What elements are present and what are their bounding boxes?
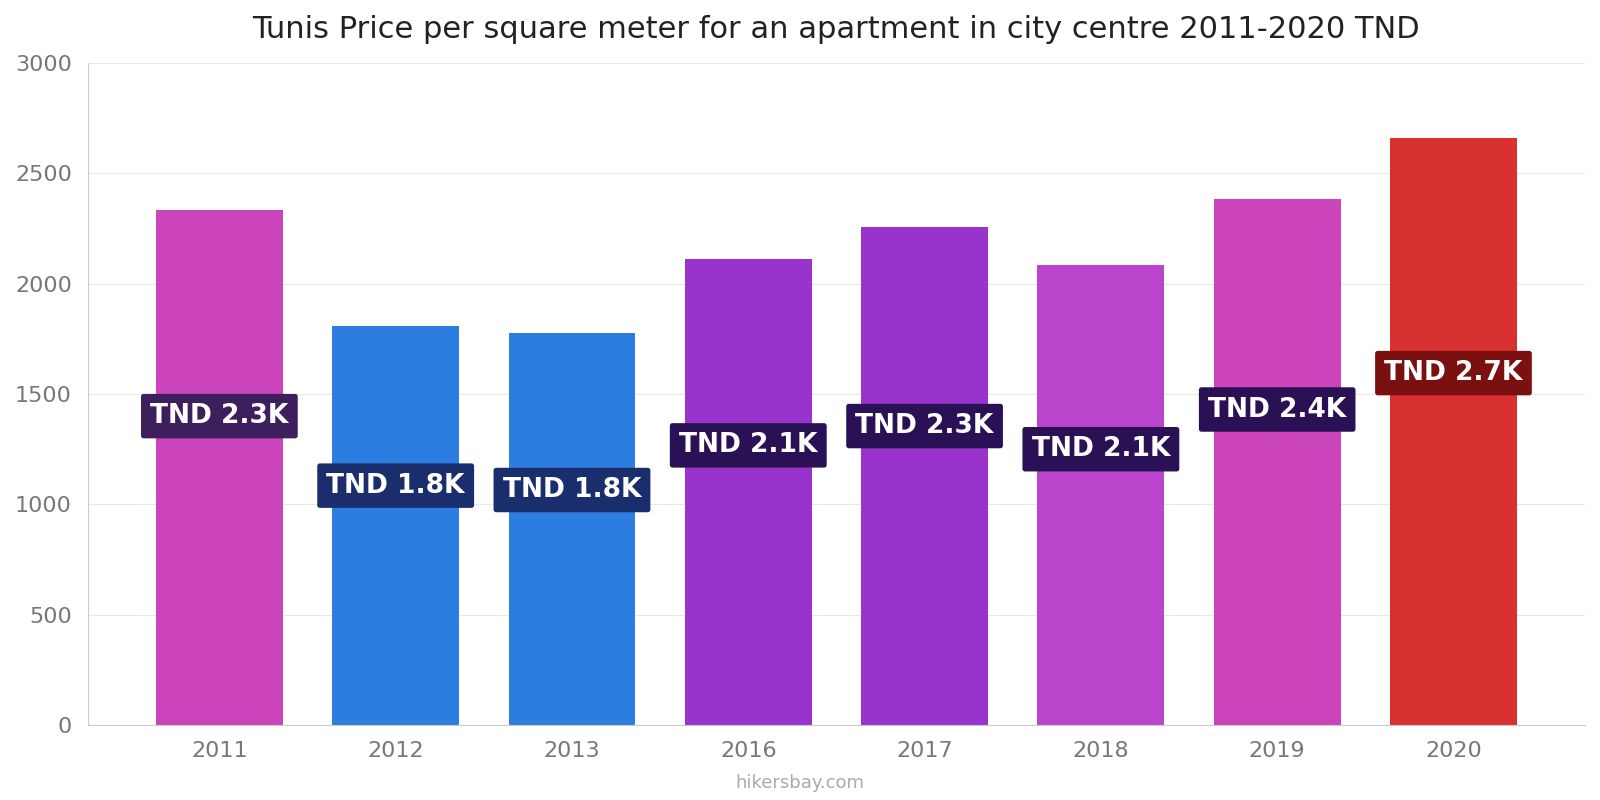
- Bar: [1037, 266, 1165, 725]
- Bar: [1214, 199, 1341, 725]
- Text: TND 1.8K: TND 1.8K: [502, 477, 642, 503]
- Text: TND 2.1K: TND 2.1K: [1032, 436, 1170, 462]
- Bar: [155, 210, 283, 725]
- Bar: [1390, 138, 1517, 725]
- Bar: [861, 226, 989, 725]
- Text: TND 2.1K: TND 2.1K: [678, 432, 818, 458]
- Title: Tunis Price per square meter for an apartment in city centre 2011-2020 TND: Tunis Price per square meter for an apar…: [253, 15, 1421, 44]
- Text: TND 2.7K: TND 2.7K: [1384, 360, 1523, 386]
- Text: TND 1.8K: TND 1.8K: [326, 473, 466, 498]
- Text: TND 2.3K: TND 2.3K: [150, 403, 288, 429]
- Text: hikersbay.com: hikersbay.com: [736, 774, 864, 792]
- Bar: [509, 334, 635, 725]
- Text: TND 2.3K: TND 2.3K: [856, 413, 994, 439]
- Bar: [685, 259, 811, 725]
- Text: TND 2.4K: TND 2.4K: [1208, 397, 1346, 422]
- Bar: [333, 326, 459, 725]
